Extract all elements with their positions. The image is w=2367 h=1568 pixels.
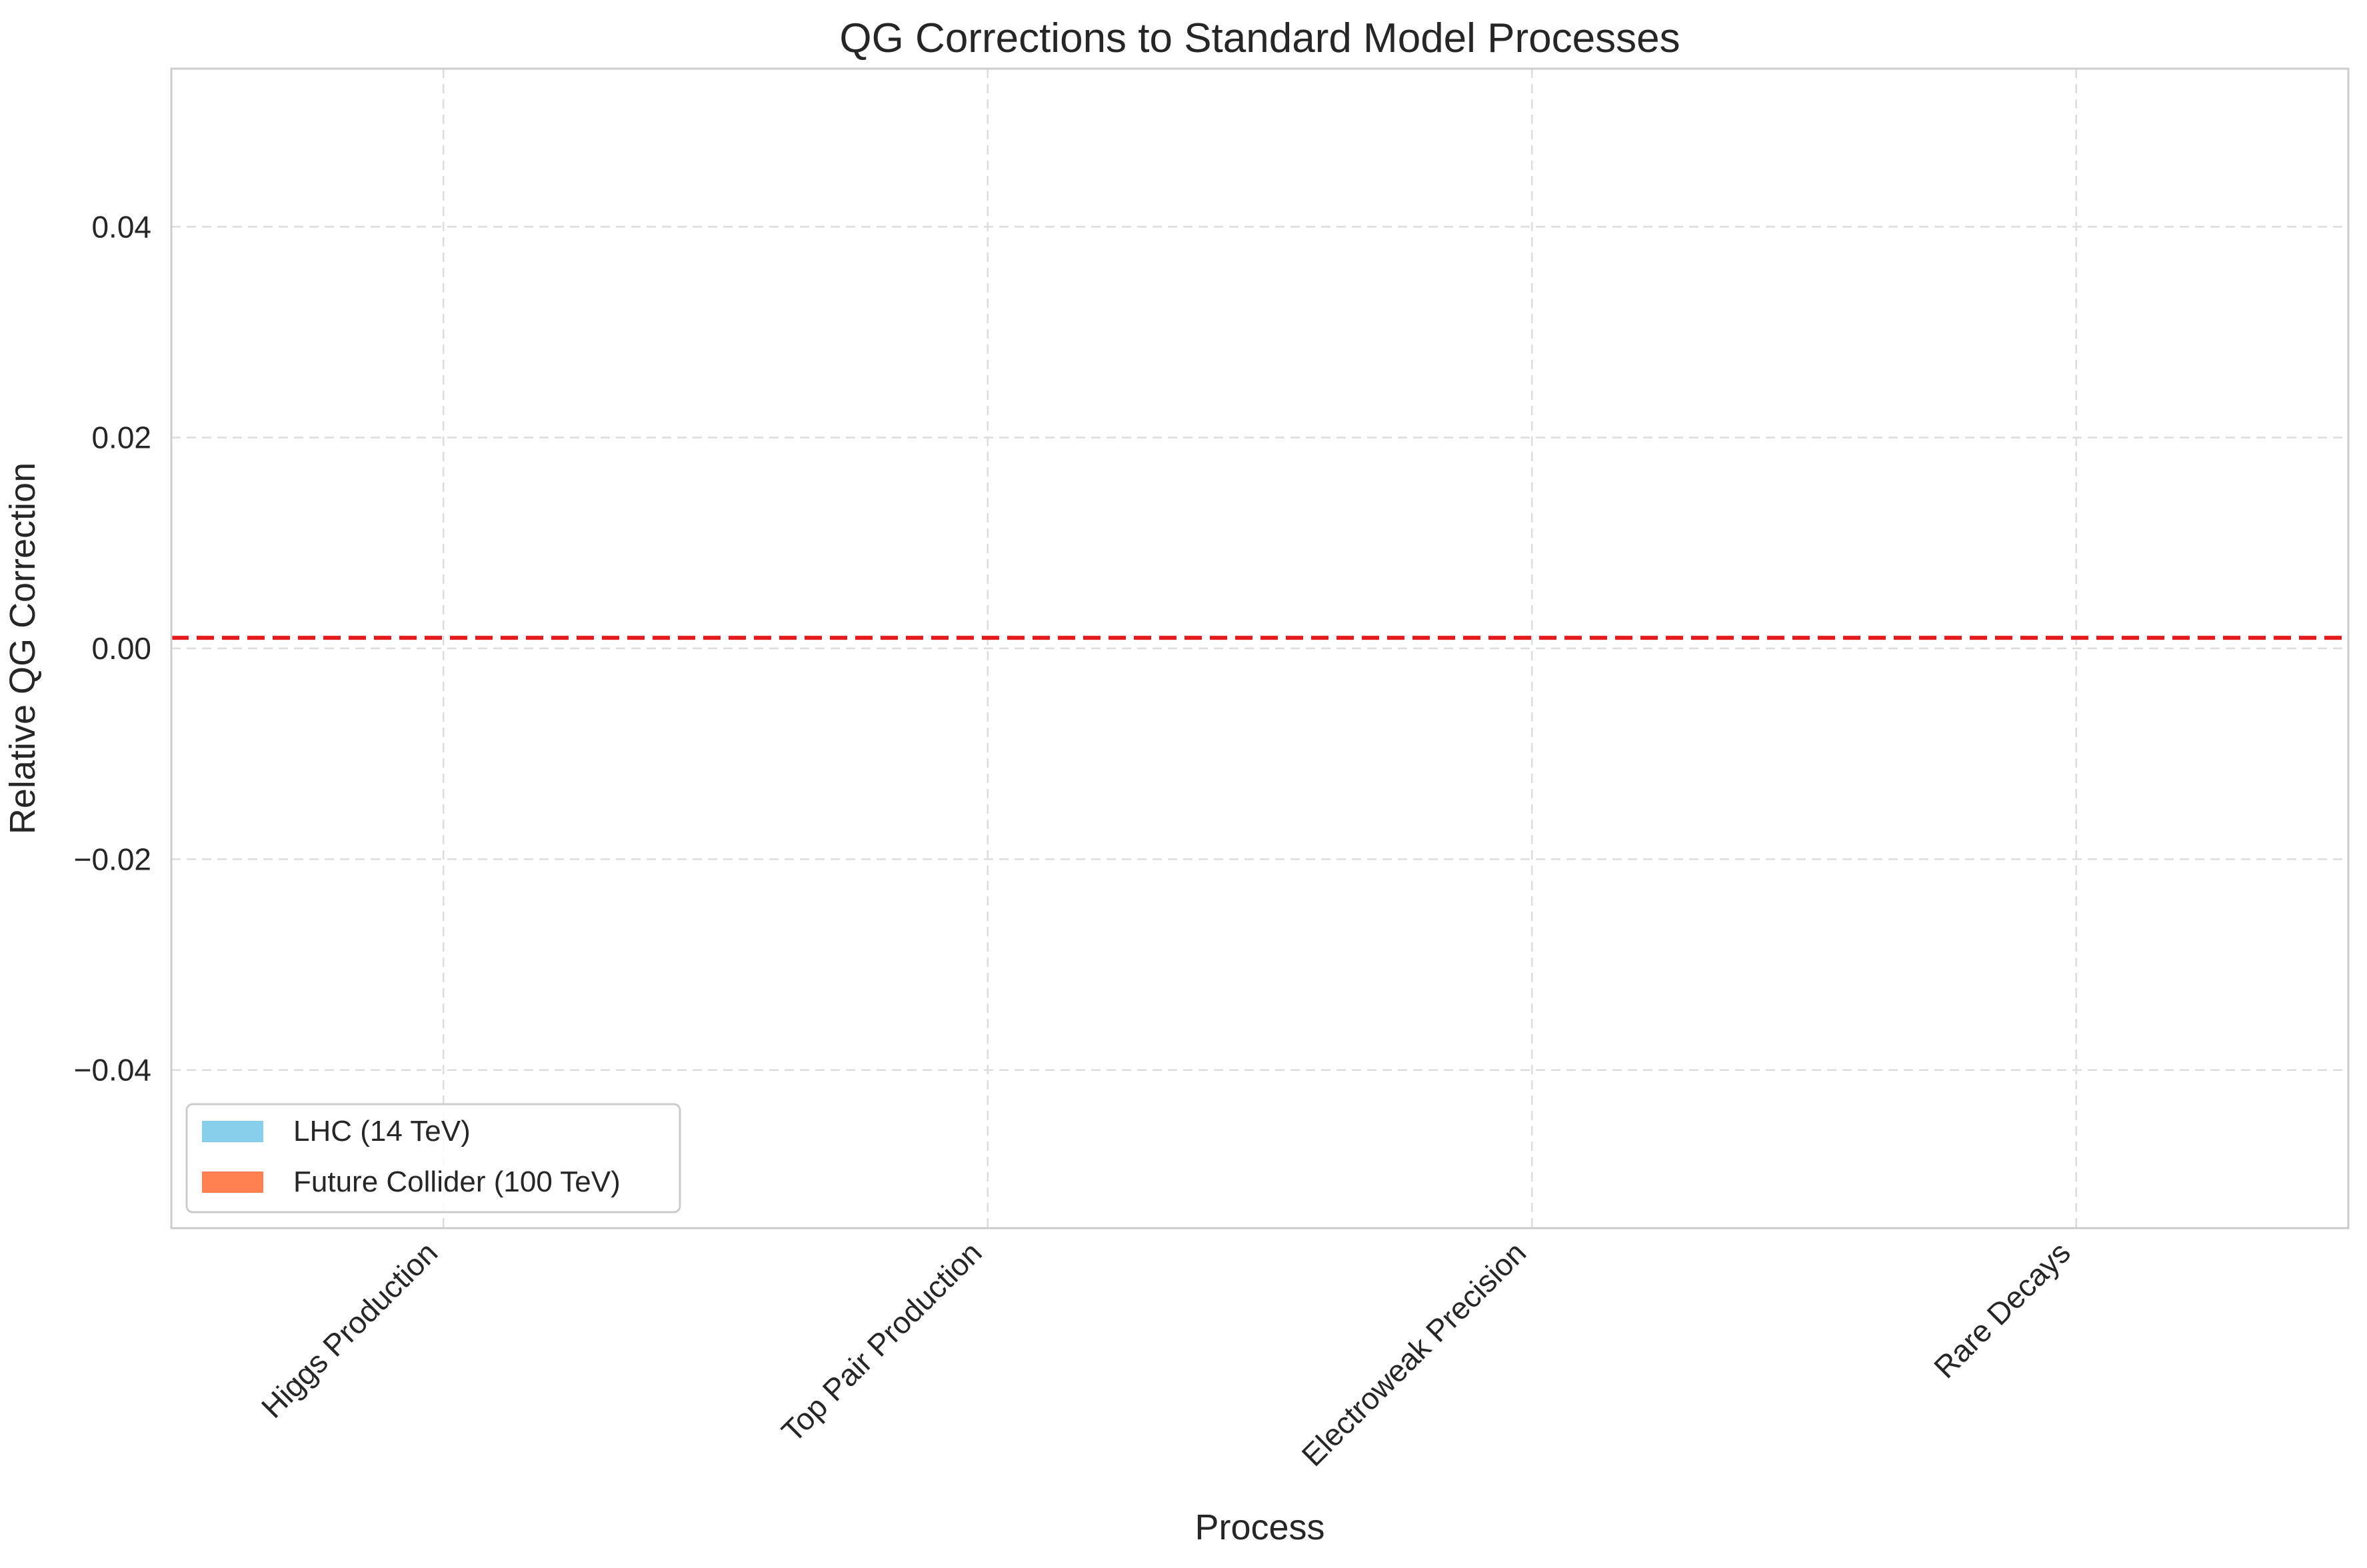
legend-swatch-future-collider [202, 1172, 263, 1193]
legend-label-future-collider: Future Collider (100 TeV) [293, 1166, 621, 1198]
y-axis-label: Relative QG Correction [3, 462, 43, 834]
y-tick-label: −0.02 [74, 842, 151, 876]
plot-area-frame [170, 67, 2350, 1229]
x-axis-label: Process [1194, 1507, 1324, 1547]
grid [171, 69, 2348, 1228]
y-axis-ticks: −0.04 −0.02 0.00 0.02 0.04 [74, 209, 151, 1087]
y-tick-label: 0.04 [91, 209, 151, 244]
legend: LHC (14 TeV) Future Collider (100 TeV) [185, 1103, 681, 1213]
legend-box [185, 1103, 681, 1213]
y-tick-label: 0.00 [91, 631, 151, 666]
y-tick-label: 0.02 [91, 420, 151, 455]
legend-swatch-lhc [202, 1121, 263, 1142]
legend-label-lhc: LHC (14 TeV) [293, 1115, 471, 1148]
chart-title: QG Corrections to Standard Model Process… [839, 15, 1680, 61]
y-tick-label: −0.04 [74, 1053, 151, 1088]
